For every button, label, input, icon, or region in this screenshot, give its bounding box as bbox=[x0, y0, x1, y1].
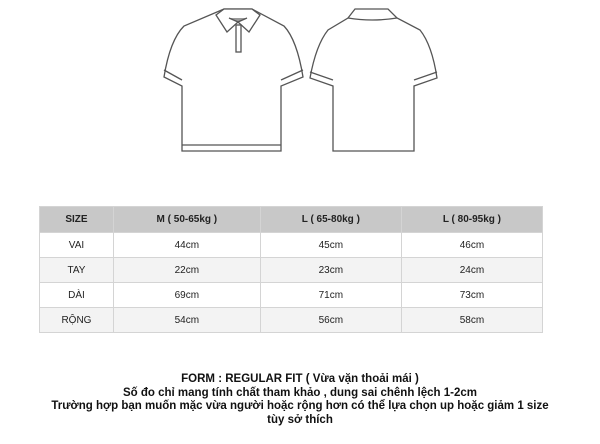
header-l-80-95: L ( 80-95kg ) bbox=[400, 206, 544, 233]
cell: 71cm bbox=[259, 282, 402, 308]
table-row: TAY 22cm 23cm 24cm bbox=[39, 257, 544, 283]
cell: 45cm bbox=[259, 232, 402, 258]
cell: 73cm bbox=[400, 282, 544, 308]
cell: 22cm bbox=[112, 257, 261, 283]
table-row: RỘNG 54cm 56cm 58cm bbox=[39, 307, 544, 333]
cell: 24cm bbox=[400, 257, 544, 283]
row-label: VAI bbox=[39, 232, 114, 258]
tolerance-note: Số đo chỉ mang tính chất tham khảo , dun… bbox=[122, 386, 477, 399]
size-advice-note: Trường hợp bạn muốn mặc vừa người hoặc r… bbox=[51, 400, 549, 412]
row-label: RỘNG bbox=[39, 307, 114, 333]
polo-shirt-back-image bbox=[309, 8, 438, 152]
cell: 56cm bbox=[259, 307, 402, 333]
row-label: DÀI bbox=[39, 282, 114, 308]
table-row: DÀI 69cm 71cm 73cm bbox=[39, 282, 544, 308]
cell: 69cm bbox=[112, 282, 261, 308]
table-row: VAI 44cm 45cm 46cm bbox=[39, 232, 544, 258]
cell: 46cm bbox=[400, 232, 544, 258]
cell: 58cm bbox=[400, 307, 544, 333]
row-label: TAY bbox=[39, 257, 114, 283]
form-note: FORM : REGULAR FIT ( Vừa vặn thoải mái ) bbox=[181, 373, 419, 385]
table-header-row: SIZE M ( 50-65kg ) L ( 65-80kg ) L ( 80-… bbox=[39, 206, 544, 233]
cell: 54cm bbox=[112, 307, 261, 333]
header-l-65-80: L ( 65-80kg ) bbox=[259, 206, 402, 233]
preference-note: tùy sở thích bbox=[267, 413, 333, 426]
cell: 44cm bbox=[112, 232, 261, 258]
header-m: M ( 50-65kg ) bbox=[112, 206, 261, 233]
polo-shirt-front-image bbox=[163, 8, 304, 152]
shirt-illustrations bbox=[163, 8, 438, 152]
header-size: SIZE bbox=[39, 206, 114, 233]
cell: 23cm bbox=[259, 257, 402, 283]
size-chart-table: SIZE M ( 50-65kg ) L ( 65-80kg ) L ( 80-… bbox=[39, 206, 544, 333]
fit-notes: FORM : REGULAR FIT ( Vừa vặn thoải mái )… bbox=[0, 373, 600, 427]
